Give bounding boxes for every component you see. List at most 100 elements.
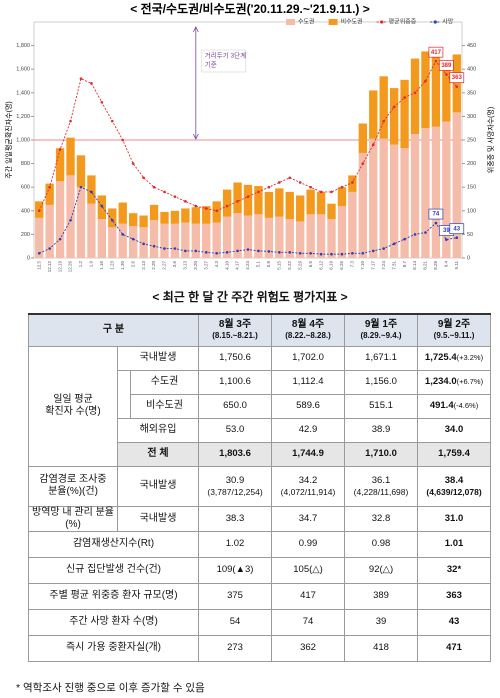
bar [306, 189, 315, 215]
value-label: 363 [452, 75, 463, 81]
point [58, 148, 62, 151]
value: 491.4 [429, 400, 454, 412]
bar [400, 148, 409, 258]
value: 1,671.1 [365, 352, 397, 364]
value-cell: 1,156.0 [344, 369, 419, 395]
x-tick-label: 1.23 [109, 261, 114, 270]
value: 418 [373, 642, 389, 654]
legend-label: 평균위중증 [389, 18, 417, 26]
bar [348, 191, 357, 258]
bar [212, 222, 221, 258]
x-tick-label: 5.8 [266, 261, 271, 268]
week-range: (8.22.~8.28.) [285, 331, 331, 341]
legend-swatch [286, 19, 295, 25]
value-cell: 1,759.4 [417, 441, 492, 467]
table-row: 감염재생산지수(Rt) 1.02 0.99 0.98 1.01 [27, 530, 492, 558]
point [371, 143, 375, 147]
bar [337, 206, 347, 258]
point [278, 251, 281, 254]
value-cell: 1,803.6 [198, 441, 273, 467]
point [48, 185, 51, 189]
value-cell: 30.9 (3,787/12,254) [198, 465, 273, 507]
point [184, 200, 187, 203]
x-tick-label: 7.24 [381, 261, 386, 270]
value-cell: 109(▲3) [198, 556, 273, 584]
point [246, 248, 250, 251]
value: 34.2 [298, 475, 318, 487]
point [382, 119, 386, 123]
arrow-head [192, 26, 199, 140]
bar [149, 220, 159, 258]
x-tick-label: 3.13 [183, 261, 188, 270]
bar [337, 187, 347, 207]
point [267, 185, 271, 189]
value-cell: 389 [344, 582, 419, 610]
value-cell: 0.99 [271, 530, 346, 558]
x-tick-label: 1.2 [78, 261, 83, 268]
y-tick-label: 1,200 [16, 114, 30, 120]
bar [191, 223, 200, 258]
point [424, 79, 427, 83]
value: 34.7 [298, 512, 318, 524]
value-cell: 39 [344, 608, 419, 636]
week-range: (9.5.~9.11.) [433, 331, 475, 341]
value: 375 [227, 590, 243, 602]
value: 1.01 [444, 538, 464, 550]
value-cell: 418 [344, 634, 419, 662]
x-tick-label: 12.12 [47, 261, 52, 273]
value-cell: 38.3 [198, 505, 273, 532]
point [100, 204, 104, 208]
value-cell: 1,750.6 [198, 345, 273, 371]
legend-swatch [380, 20, 384, 24]
bar [452, 54, 461, 113]
item-cell: 국내발생 [116, 465, 200, 507]
point [152, 244, 156, 248]
bar [421, 51, 430, 129]
point [37, 209, 41, 213]
x-tick-label: 9.4 [444, 261, 449, 268]
value-cell: 1,671.1 [344, 345, 419, 371]
point [173, 195, 177, 198]
x-tick-label: 5.29 [297, 261, 302, 270]
annotation: 기준 [205, 60, 217, 69]
value: 389 [373, 590, 389, 602]
x-tick-label: 1.16 [99, 261, 104, 270]
value: 32.8 [371, 512, 391, 524]
x-tick-label: 4.10 [224, 261, 229, 270]
point [184, 249, 187, 253]
value-cell: 34.0 [417, 417, 492, 443]
bar [254, 186, 263, 215]
footnote: * 역학조사 진행 중으로 이후 증가할 수 있음 [16, 682, 205, 694]
value-cell: 1,112.4 [271, 369, 346, 395]
point [48, 247, 51, 250]
bar [285, 191, 294, 220]
value-cell: 1.02 [198, 530, 273, 558]
x-tick-label: 6.26 [339, 261, 344, 270]
x-tick-label: 7.31 [391, 261, 396, 270]
point [351, 251, 354, 255]
value-label: 417 [431, 50, 442, 56]
x-tick-label: 2.6 [130, 261, 135, 268]
bar [191, 207, 200, 224]
bar [410, 134, 420, 258]
x-tick-label: 8.28 [433, 261, 438, 270]
annotation: 거리두기 3단계 [205, 51, 246, 60]
value: 39 [375, 616, 387, 628]
bar [431, 57, 441, 127]
value: 109(▲3) [216, 564, 254, 576]
point [298, 181, 302, 184]
point [163, 247, 166, 250]
value: 1,750.6 [219, 352, 251, 364]
point [403, 237, 406, 241]
point [257, 249, 260, 253]
point [37, 251, 41, 255]
bar [181, 222, 190, 258]
count: (4,072/11,914) [280, 486, 336, 497]
bar [160, 211, 169, 224]
x-tick-label: 12.19 [57, 261, 62, 273]
y-tick-label: 1,800 [16, 43, 30, 49]
point [278, 181, 281, 184]
value: 1,725.4 [424, 352, 457, 364]
table-row: 일일 평균 확진자 수(명) 국내발생 1,750.6 1,702.0 1,671.1 1,… [28, 345, 492, 467]
value-label-box [428, 208, 444, 220]
